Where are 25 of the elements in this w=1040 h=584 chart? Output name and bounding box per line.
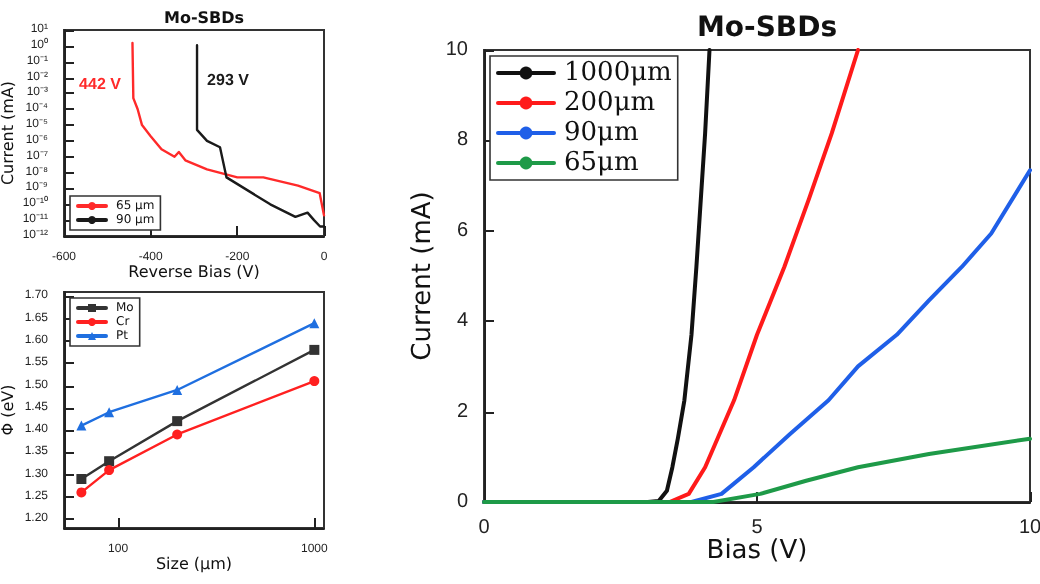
- annotation: 442 V: [79, 75, 123, 93]
- y-tick-label: 6: [456, 219, 469, 242]
- x-tick-label: 5: [751, 517, 764, 539]
- chart-title: Mo-SBDs: [163, 9, 245, 27]
- x-tick-label: 10: [1018, 517, 1040, 539]
- y-tick-label: 4: [456, 310, 469, 333]
- y-tick-label: 2: [456, 400, 469, 423]
- x-axis-title: Size (μm): [155, 555, 233, 573]
- y-tick-label: 8: [456, 129, 469, 152]
- line-series: [131, 41, 326, 217]
- x-tick-label: 0: [478, 517, 491, 539]
- legend-label: 200μm: [564, 88, 656, 118]
- y-tick-label: 10: [445, 39, 469, 61]
- legend-label: 90μm: [564, 118, 639, 148]
- annotation: 293 V: [207, 71, 251, 89]
- y-axis-title: Current (mA): [408, 191, 438, 361]
- legend-label: 1000μm: [564, 58, 672, 88]
- x-axis-title: Bias (V): [706, 536, 808, 566]
- line-series: [195, 43, 326, 228]
- y-axis-title: Current (mA): [0, 80, 17, 186]
- legend-label: 65μm: [564, 148, 639, 178]
- y-tick-label: 0: [456, 491, 469, 513]
- y-axis-title: Φ (eV): [0, 384, 17, 436]
- x-axis-title: Reverse Bias (V): [128, 263, 260, 281]
- chart-title: Mo-SBDs: [696, 12, 838, 44]
